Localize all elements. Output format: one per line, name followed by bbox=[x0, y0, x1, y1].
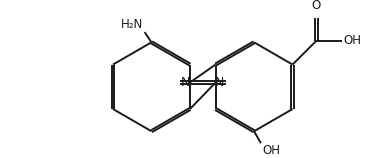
Text: N: N bbox=[181, 76, 190, 89]
Text: OH: OH bbox=[344, 34, 362, 47]
Text: OH: OH bbox=[263, 144, 281, 157]
Text: O: O bbox=[312, 0, 321, 12]
Text: N: N bbox=[215, 76, 224, 89]
Text: H₂N: H₂N bbox=[121, 18, 143, 31]
